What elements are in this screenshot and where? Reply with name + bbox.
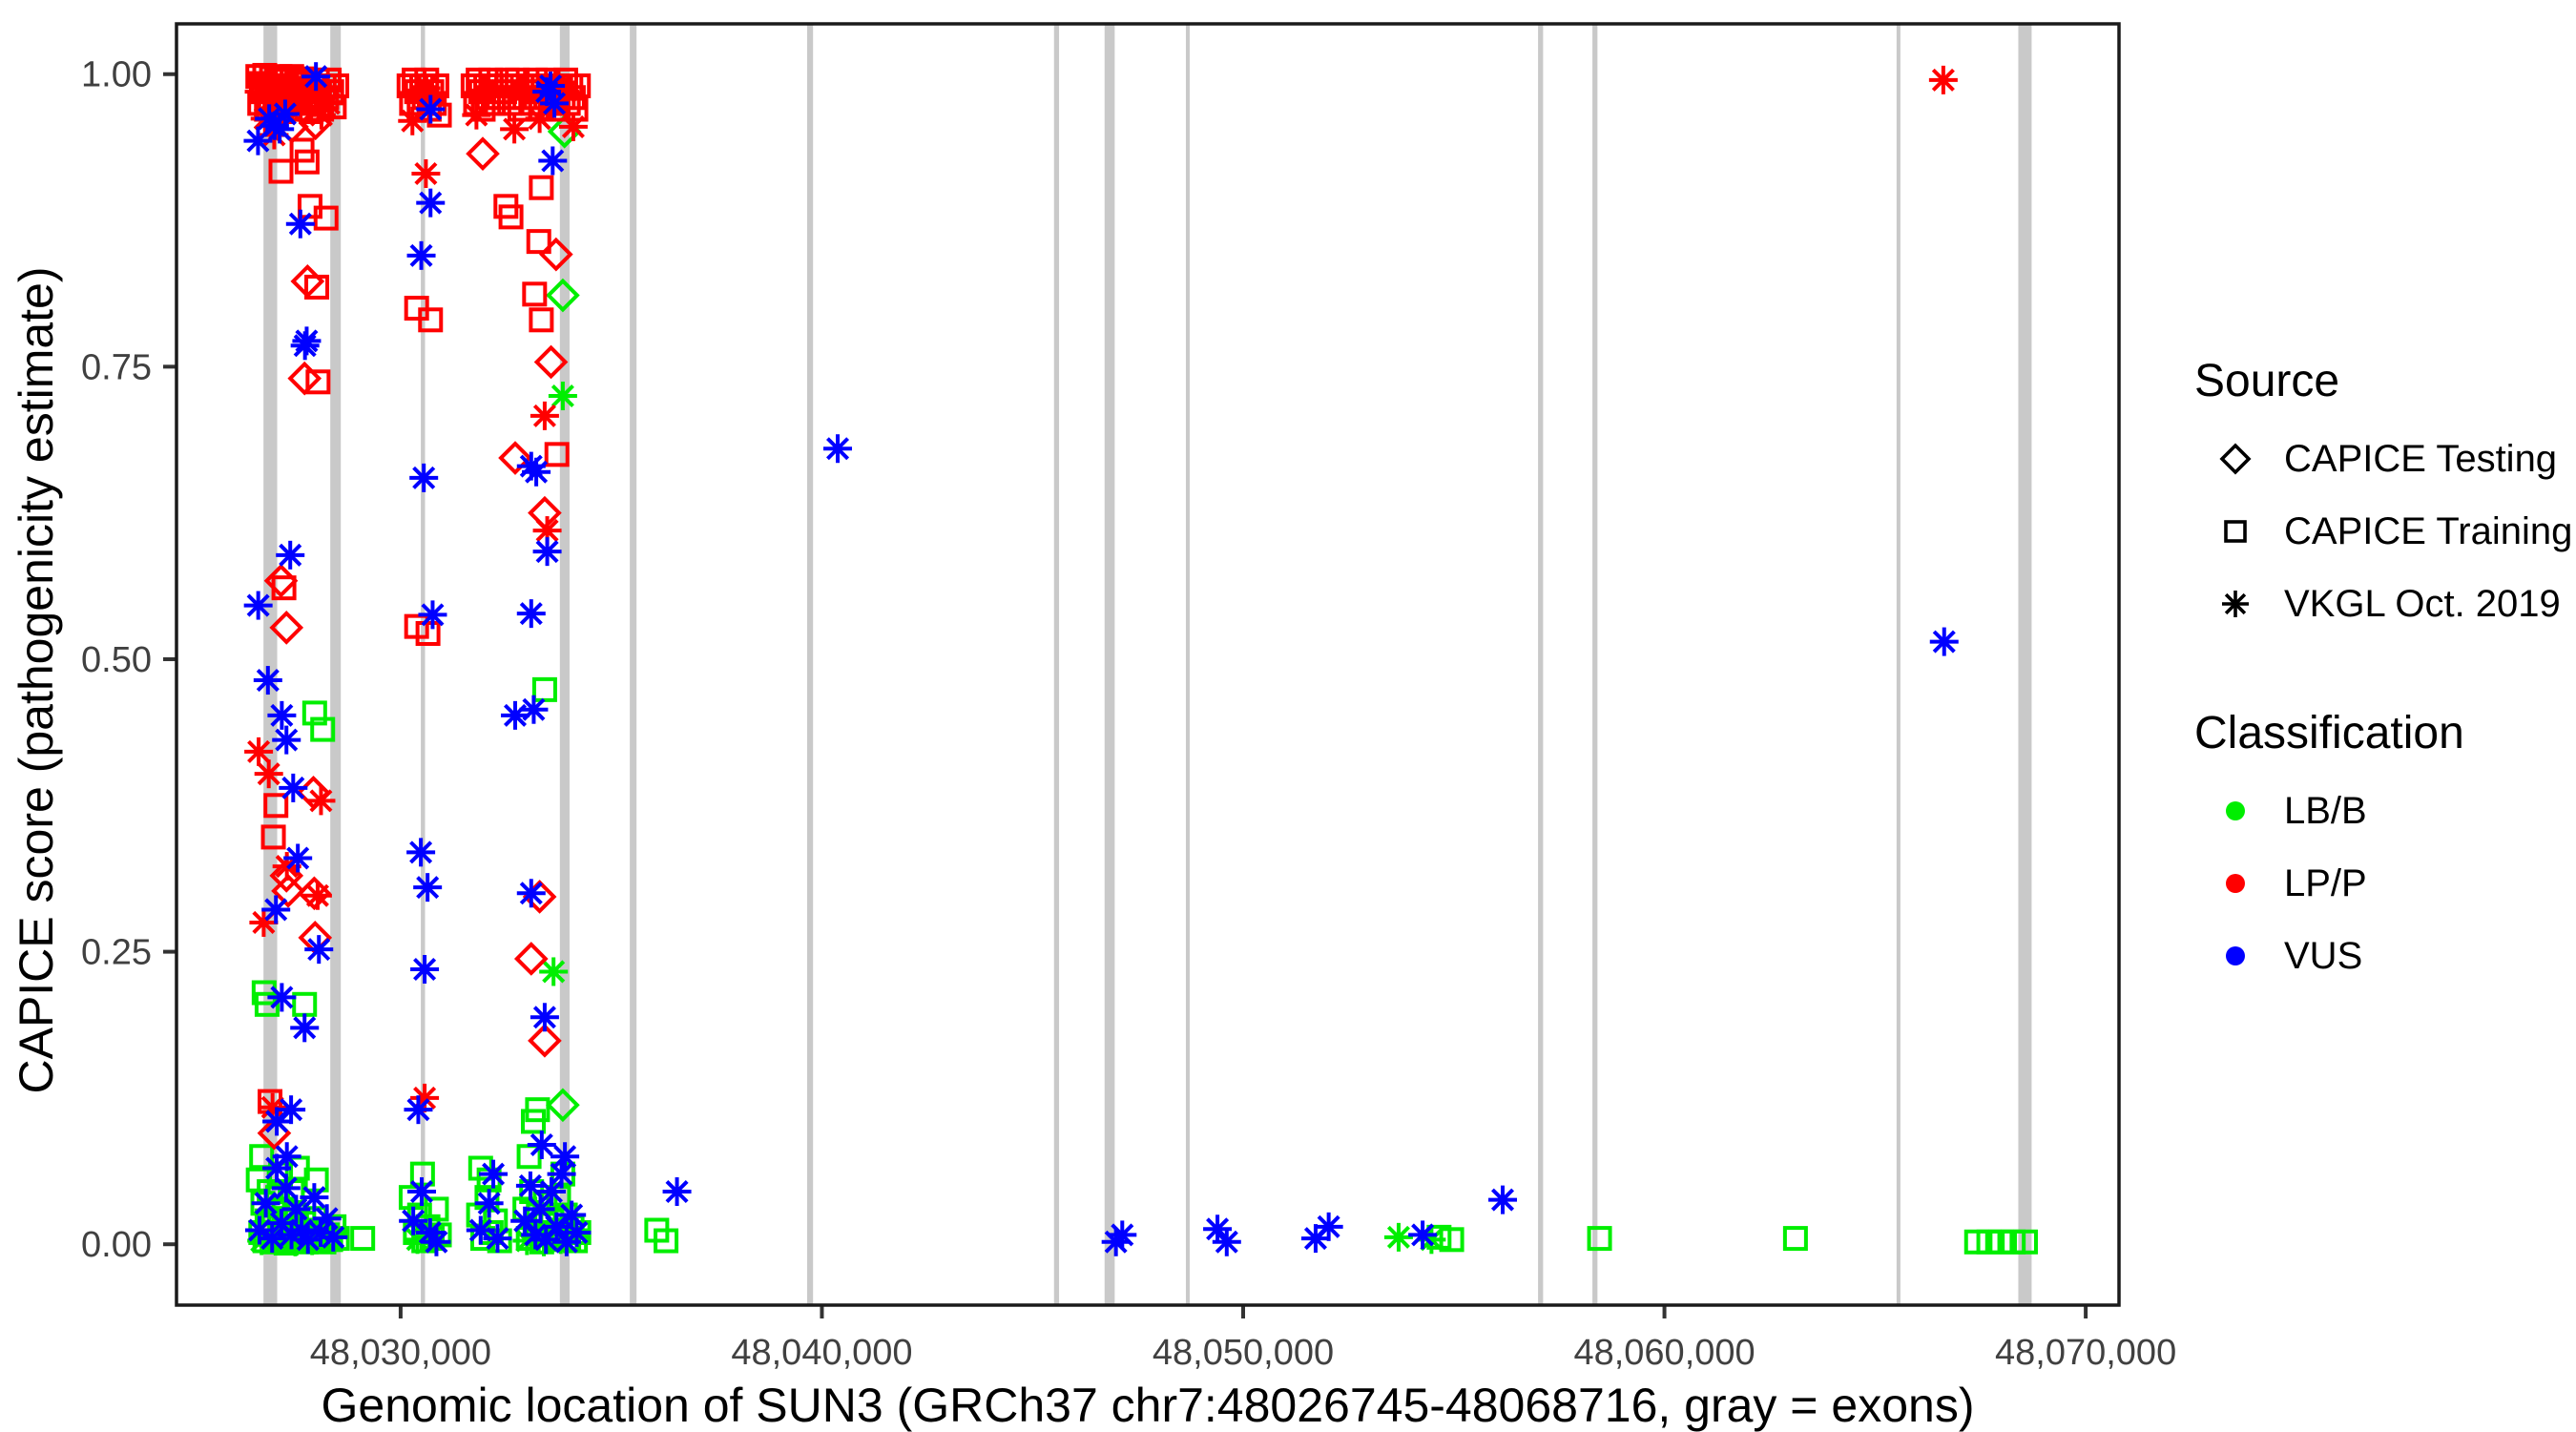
red-dot-icon [2213,861,2257,905]
svg-text:48,050,000: 48,050,000 [1153,1333,1334,1373]
square-icon [2213,509,2257,553]
legend-item-capice-training: CAPICE Training [2194,495,2572,568]
legend-item-label: LB/B [2284,789,2367,832]
legend-item-label: VKGL Oct. 2019 [2284,582,2561,625]
y-axis-title: CAPICE score (pathogenicity estimate) [10,266,63,1094]
legend-item-lbb: LB/B [2194,775,2572,847]
blue-dot-icon [2213,934,2257,978]
asterisk-icon [2213,582,2257,626]
x-axis-title: Genomic location of SUN3 (GRCh37 chr7:48… [321,1379,1975,1432]
legend-item-label: CAPICE Training [2284,509,2573,552]
svg-text:0.25: 0.25 [81,933,152,973]
legend-item-label: CAPICE Testing [2284,437,2558,480]
legend-classification-title: Classification [2194,708,2464,758]
legend-item-lpp: LP/P [2194,847,2572,920]
legend-source-title: Source [2194,356,2340,406]
svg-text:1.00: 1.00 [81,55,152,95]
svg-text:48,040,000: 48,040,000 [731,1333,912,1373]
legend-item-vus: VUS [2194,920,2572,992]
legend-item-label: LP/P [2284,861,2367,904]
legend-item-capice-testing: CAPICE Testing [2194,423,2572,495]
diamond-icon [2213,437,2257,481]
svg-text:0.50: 0.50 [81,640,152,680]
svg-text:48,060,000: 48,060,000 [1573,1333,1755,1373]
green-dot-icon [2213,789,2257,833]
svg-text:0.75: 0.75 [81,347,152,387]
svg-text:0.00: 0.00 [81,1225,152,1265]
svg-text:48,070,000: 48,070,000 [1995,1333,2176,1373]
svg-text:48,030,000: 48,030,000 [310,1333,491,1373]
legend-item-vkgl: VKGL Oct. 2019 [2194,568,2572,640]
legend: Source CAPICE Testing CAPICE Training [2194,355,2572,992]
legend-item-label: VUS [2284,934,2363,977]
